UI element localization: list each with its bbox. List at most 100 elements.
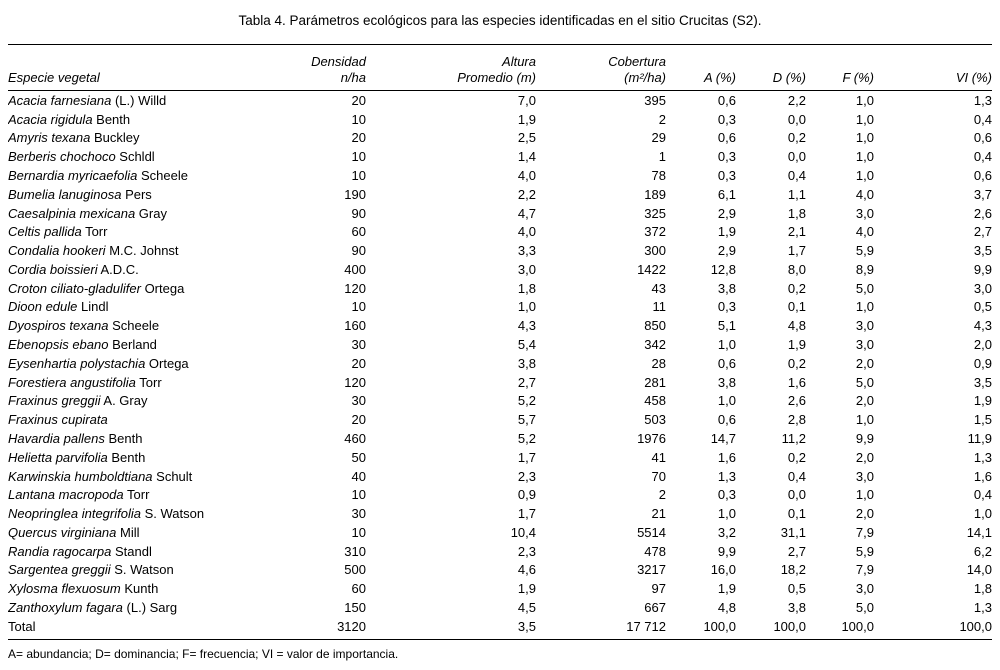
- table-row: Acacia rigidula Benth 10 1,9 2 0,3 0,0 1,0 0,4: [8, 110, 992, 129]
- densidad-cell: 10: [351, 149, 366, 165]
- table-row: Celtis pallida Torr 60 4,0 372 1,9 2,1 4,0 2,7: [8, 222, 992, 241]
- species-cell: Croton ciliato-gladulifer Ortega: [8, 280, 185, 296]
- table-row: Croton ciliato-gladulifer Ortega 120 1,8 43…: [8, 279, 992, 298]
- species-cell: Dyospiros texana Scheele: [8, 318, 160, 334]
- header-cobertura-line2: (m²/ha): [536, 70, 666, 91]
- d-cell: 2,8: [787, 412, 806, 428]
- table-row: Caesalpinia mexicana Gray 90 4,7 325 2,9 1,8 3…: [8, 204, 992, 223]
- header-densidad-line2: n/ha: [288, 70, 366, 91]
- altura-cell: 2,7: [517, 374, 536, 390]
- f-cell: 3,0: [855, 581, 874, 597]
- densidad-cell: 10: [351, 487, 366, 503]
- a-cell: 1,0: [717, 337, 736, 353]
- table-row: Neopringlea integrifolia S. Watson 30 1,7 2…: [8, 504, 992, 523]
- species-cell: Ebenopsis ebano Berland: [8, 337, 157, 353]
- altura-cell: 2,3: [517, 468, 536, 484]
- vi-cell: 9,9: [973, 261, 992, 277]
- d-cell: 8,0: [787, 261, 806, 277]
- f-cell: 1,0: [855, 299, 874, 315]
- altura-cell: 4,6: [517, 562, 536, 578]
- densidad-cell: 90: [351, 205, 366, 221]
- f-cell: 7,9: [855, 524, 874, 540]
- f-cell: 2,0: [855, 393, 874, 409]
- vi-cell: 2,0: [973, 337, 992, 353]
- densidad-cell: 20: [351, 355, 366, 371]
- altura-cell: 7,0: [517, 92, 536, 108]
- cobertura-cell: 300: [644, 243, 666, 259]
- f-cell: 5,9: [855, 543, 874, 559]
- densidad-cell: 90: [351, 243, 366, 259]
- cobertura-cell: 28: [651, 355, 666, 371]
- d-cell: 0,2: [787, 130, 806, 146]
- altura-cell: 1,9: [517, 111, 536, 127]
- densidad-cell: 60: [351, 581, 366, 597]
- d-cell: 0,4: [787, 468, 806, 484]
- d-cell: 0,2: [787, 449, 806, 465]
- table-row: Eysenhartia polystachia Ortega 20 3,8 28 0,6…: [8, 354, 992, 373]
- cobertura-cell: 29: [651, 130, 666, 146]
- altura-cell: 5,2: [517, 393, 536, 409]
- a-cell: 1,3: [717, 468, 736, 484]
- densidad-cell: 10: [351, 524, 366, 540]
- d-cell: 2,7: [787, 543, 806, 559]
- f-cell: 5,9: [855, 243, 874, 259]
- table-row: Randia ragocarpa Standl 310 2,3 478 9,9 2,7 5,…: [8, 542, 992, 561]
- table-row: Havardia pallens Benth 460 5,2 1976 14,7 11,2…: [8, 429, 992, 448]
- species-cell: Forestiera angustifolia Torr: [8, 374, 162, 390]
- a-cell: 1,9: [717, 224, 736, 240]
- densidad-cell: 20: [351, 92, 366, 108]
- altura-cell: 2,5: [517, 130, 536, 146]
- d-cell: 0,5: [787, 581, 806, 597]
- table-row: Fraxinus cupirata 20 5,7 503 0,6 2,8 1,0 1,5: [8, 410, 992, 429]
- header-cobertura-line1: Cobertura: [536, 44, 666, 70]
- f-cell: 5,0: [855, 599, 874, 615]
- species-cell: Fraxinus greggii A. Gray: [8, 393, 148, 409]
- densidad-cell: 3120: [288, 616, 366, 640]
- f-cell: 1,0: [855, 149, 874, 165]
- a-cell: 4,8: [717, 599, 736, 615]
- d-cell: 11,2: [781, 430, 806, 446]
- species-cell: Total: [8, 616, 288, 640]
- densidad-cell: 20: [351, 412, 366, 428]
- f-cell: 1,0: [855, 92, 874, 108]
- header-a-spacer: [666, 44, 736, 70]
- vi-cell: 6,2: [973, 543, 992, 559]
- d-cell: 0,2: [787, 280, 806, 296]
- vi-cell: 0,4: [973, 111, 992, 127]
- a-cell: 100,0: [666, 616, 736, 640]
- f-cell: 2,0: [855, 355, 874, 371]
- altura-cell: 1,7: [517, 449, 536, 465]
- densidad-cell: 10: [351, 168, 366, 184]
- species-cell: Eysenhartia polystachia Ortega: [8, 355, 189, 371]
- ecological-parameters-table: Densidad Altura Cobertura Especie vegeta…: [8, 44, 992, 640]
- table-row: Quercus virginiana Mill 10 10,4 5514 3,2 31,1…: [8, 523, 992, 542]
- table-row: Zanthoxylum fagara (L.) Sarg 150 4,5 667 4,8…: [8, 598, 992, 617]
- vi-cell: 0,4: [973, 149, 992, 165]
- header-vi-spacer: [874, 44, 992, 70]
- d-cell: 0,0: [787, 111, 806, 127]
- f-cell: 3,0: [855, 337, 874, 353]
- header-d-spacer: [736, 44, 806, 70]
- vi-cell: 1,8: [973, 581, 992, 597]
- d-cell: 18,2: [780, 562, 806, 578]
- species-cell: Acacia rigidula Benth: [8, 111, 131, 127]
- cobertura-cell: 281: [644, 374, 666, 390]
- header-especie: Especie vegetal: [8, 70, 288, 91]
- cobertura-cell: 78: [651, 168, 666, 184]
- f-cell: 5,0: [855, 374, 874, 390]
- densidad-cell: 20: [351, 130, 366, 146]
- d-cell: 1,8: [787, 205, 806, 221]
- f-cell: 8,9: [855, 261, 874, 277]
- a-cell: 3,2: [717, 524, 736, 540]
- table-row: Bernardia myricaefolia Scheele 10 4,0 78 0,3…: [8, 166, 992, 185]
- header-row-2: Especie vegetal n/ha Promedio (m) (m²/ha…: [8, 70, 992, 91]
- header-vi: VI (%): [874, 70, 992, 91]
- cobertura-cell: 11: [652, 299, 667, 315]
- altura-cell: 1,7: [517, 506, 536, 522]
- header-altura-line2: Promedio (m): [366, 70, 536, 91]
- d-cell: 4,8: [787, 318, 806, 334]
- cobertura-cell: 503: [644, 412, 666, 428]
- densidad-cell: 10: [351, 111, 366, 127]
- f-cell: 1,0: [855, 412, 874, 428]
- densidad-cell: 310: [344, 543, 366, 559]
